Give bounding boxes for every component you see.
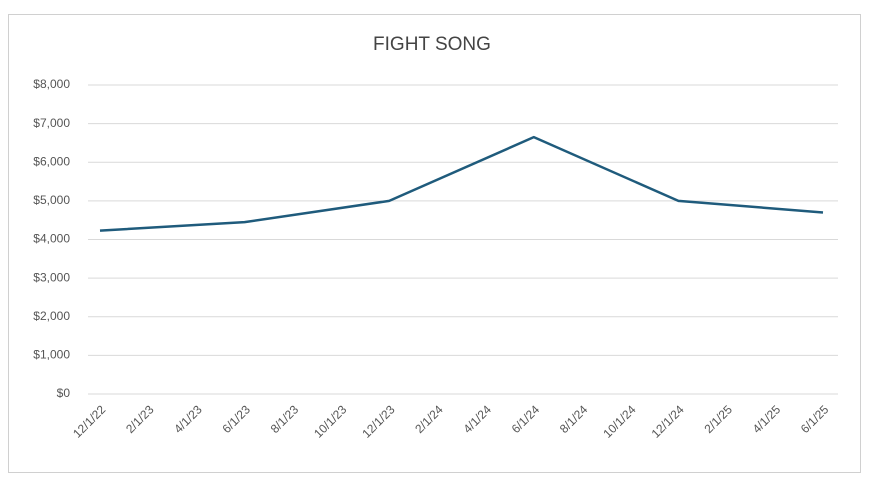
- y-tick-label: $8,000: [33, 77, 70, 91]
- y-tick-label: $5,000: [33, 193, 70, 207]
- line-series: [99, 135, 824, 232]
- y-tick-label: $3,000: [33, 270, 70, 284]
- y-tick-label: $6,000: [33, 154, 70, 168]
- chart-title: FIGHT SONG: [373, 34, 491, 55]
- chart-border: [8, 14, 861, 473]
- y-tick-label: $4,000: [33, 232, 70, 246]
- y-tick-label: $7,000: [33, 116, 70, 130]
- y-tick-label: $0: [57, 386, 71, 400]
- y-tick-label: $2,000: [33, 309, 70, 323]
- y-tick-label: $1,000: [33, 348, 70, 362]
